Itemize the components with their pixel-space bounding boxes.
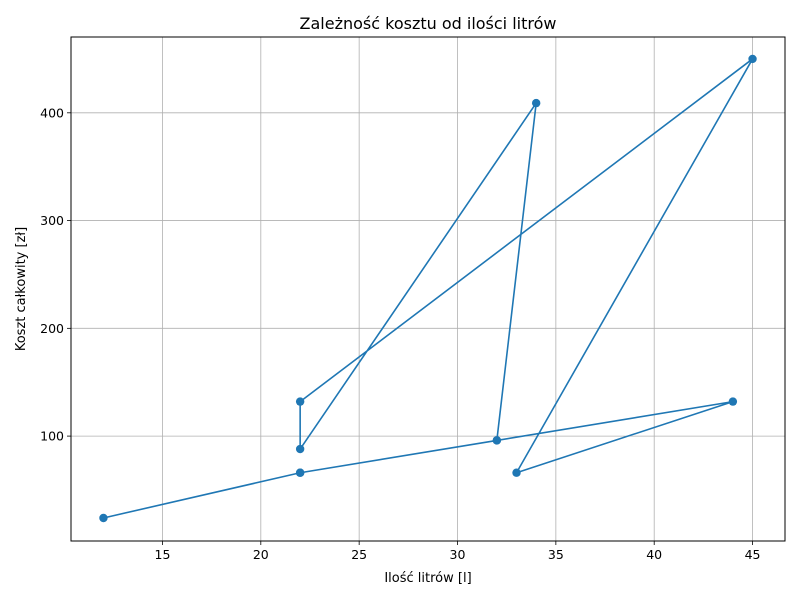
x-tick-label: 35 (548, 547, 564, 562)
data-point (512, 468, 521, 477)
x-tick-label: 15 (155, 547, 171, 562)
x-tick-label: 30 (450, 547, 466, 562)
y-tick-label: 300 (40, 213, 64, 228)
axis-ticks: 15 20 25 30 35 40 45 100 200 300 400 (40, 105, 760, 562)
data-layer (99, 54, 757, 523)
x-tick-label: 20 (253, 547, 269, 562)
data-point (492, 436, 502, 445)
x-tick-label: 45 (745, 547, 761, 562)
data-point (295, 444, 305, 454)
data-point (99, 513, 108, 523)
y-tick-label: 200 (40, 321, 64, 336)
data-point (531, 98, 541, 108)
chart-title: Zależność kosztu od ilości litrów (300, 14, 557, 33)
y-tick-label: 400 (40, 105, 64, 120)
data-point (295, 397, 305, 406)
plot-frame (70, 36, 786, 542)
data-point (748, 54, 757, 64)
data-point (295, 468, 305, 477)
x-tick-label: 25 (351, 547, 367, 562)
x-tick-label: 40 (646, 547, 662, 562)
grid (71, 37, 785, 541)
x-axis-title: Ilość litrów [l] (384, 571, 471, 586)
data-point (728, 397, 738, 406)
y-axis-title: Koszt całkowity [zł] (14, 227, 29, 351)
y-tick-label: 100 (40, 429, 64, 444)
